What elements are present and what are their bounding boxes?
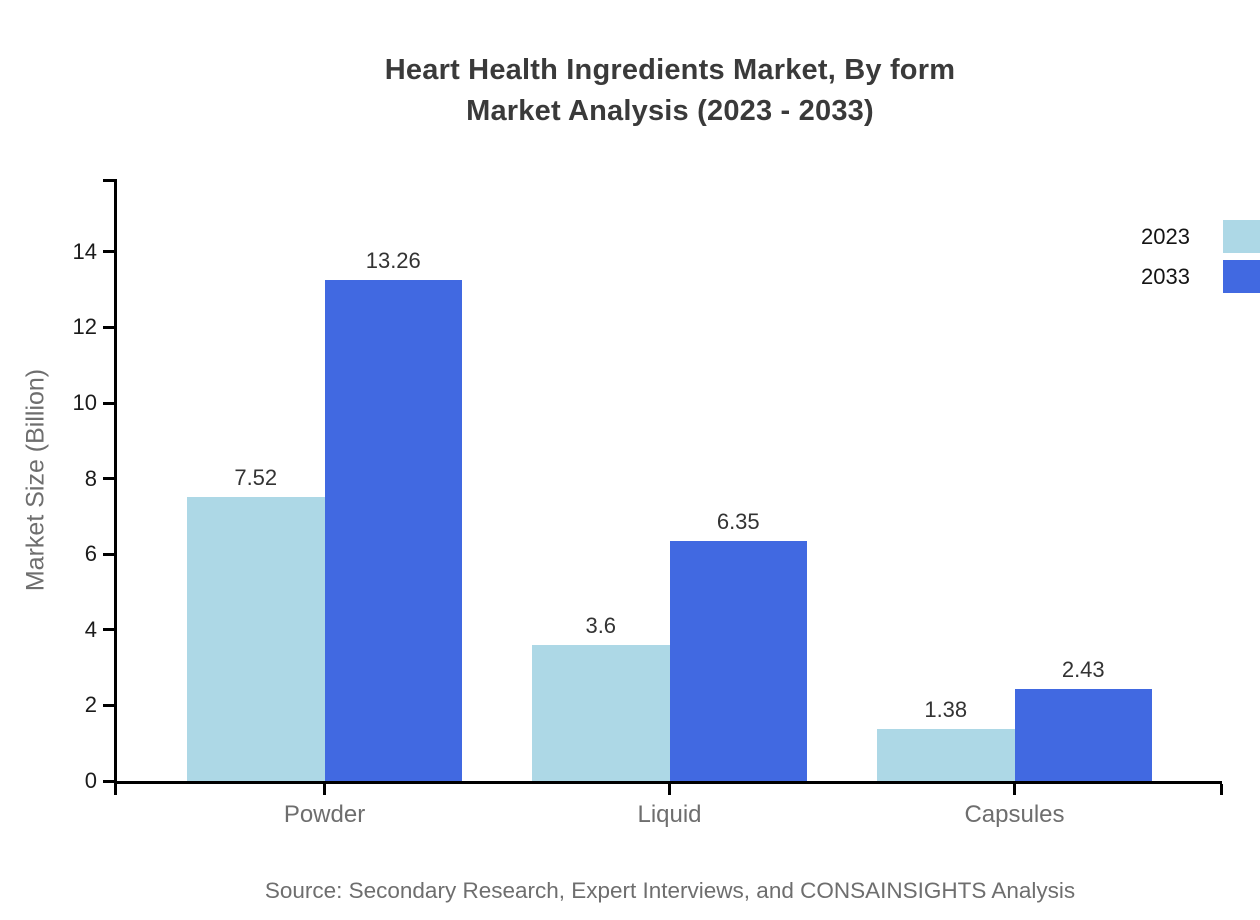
y-tick-10	[103, 401, 114, 405]
y-tick-label-10: 10	[72, 390, 97, 416]
bar-value-2023-liquid: 3.6	[585, 612, 617, 638]
y-tick-14	[103, 250, 114, 254]
bar-2033-liquid	[669, 540, 807, 781]
y-tick-8	[103, 477, 114, 481]
bar-2033-capsules	[1014, 689, 1152, 781]
chart-title-line2: Market Analysis (2023 - 2033)	[466, 95, 874, 127]
y-tick-label-8: 8	[84, 465, 97, 491]
x-axis-label-liquid: Liquid	[637, 801, 702, 828]
legend-swatch-2023	[1223, 220, 1260, 253]
bar-2023-powder	[187, 496, 325, 781]
bar-2023-capsules	[877, 728, 1015, 781]
chart-title-line1: Heart Health Ingredients Market, By form	[384, 54, 956, 86]
y-tick-0	[103, 779, 114, 783]
legend-item-2033: 2033	[1141, 260, 1260, 293]
legend: 2023 2033	[1141, 220, 1260, 293]
x-axis-label-powder: Powder	[283, 801, 366, 828]
y-tick-label-12: 12	[72, 314, 97, 340]
legend-swatch-2033	[1223, 260, 1260, 293]
bar-value-2033-powder: 13.26	[365, 247, 421, 273]
chart-title: Heart Health Ingredients Market, By form…	[90, 50, 1250, 132]
plot-area: 0 2 4 6 8 10 12 14 7.52 13.26 Powder 3.6 6.35 Liquid 1…	[73, 179, 1223, 828]
y-tick-label-14: 14	[72, 238, 97, 264]
y-tick-label-2: 2	[84, 692, 97, 718]
bar-value-2023-powder: 7.52	[234, 464, 278, 490]
y-axis-bottom-stub	[114, 784, 117, 795]
x-axis-label-capsules: Capsules	[964, 801, 1065, 828]
y-tick-label-4: 4	[84, 616, 97, 642]
bar-2033-powder	[324, 279, 462, 781]
legend-item-2023: 2023	[1141, 220, 1260, 253]
y-tick-6	[103, 552, 114, 556]
legend-label-2033: 2033	[1141, 263, 1190, 289]
bar-value-2033-capsules: 2.43	[1061, 657, 1105, 683]
x-tick-capsules	[1013, 784, 1016, 795]
y-tick-label-6: 6	[84, 541, 97, 567]
legend-label-2023: 2023	[1141, 223, 1190, 249]
x-tick-liquid	[668, 784, 671, 795]
x-tick-powder	[323, 784, 326, 795]
bar-2023-liquid	[532, 644, 670, 781]
y-tick-2	[103, 703, 114, 707]
bar-value-2033-liquid: 6.35	[716, 508, 760, 534]
x-axis-end-tick	[1220, 784, 1223, 795]
y-axis-top-cap	[103, 179, 117, 182]
bar-value-2023-capsules: 1.38	[924, 696, 968, 722]
y-tick-12	[103, 325, 114, 329]
y-tick-label-0: 0	[84, 768, 97, 793]
y-tick-4	[103, 628, 114, 632]
source-note: Source: Secondary Research, Expert Inter…	[264, 878, 1076, 903]
